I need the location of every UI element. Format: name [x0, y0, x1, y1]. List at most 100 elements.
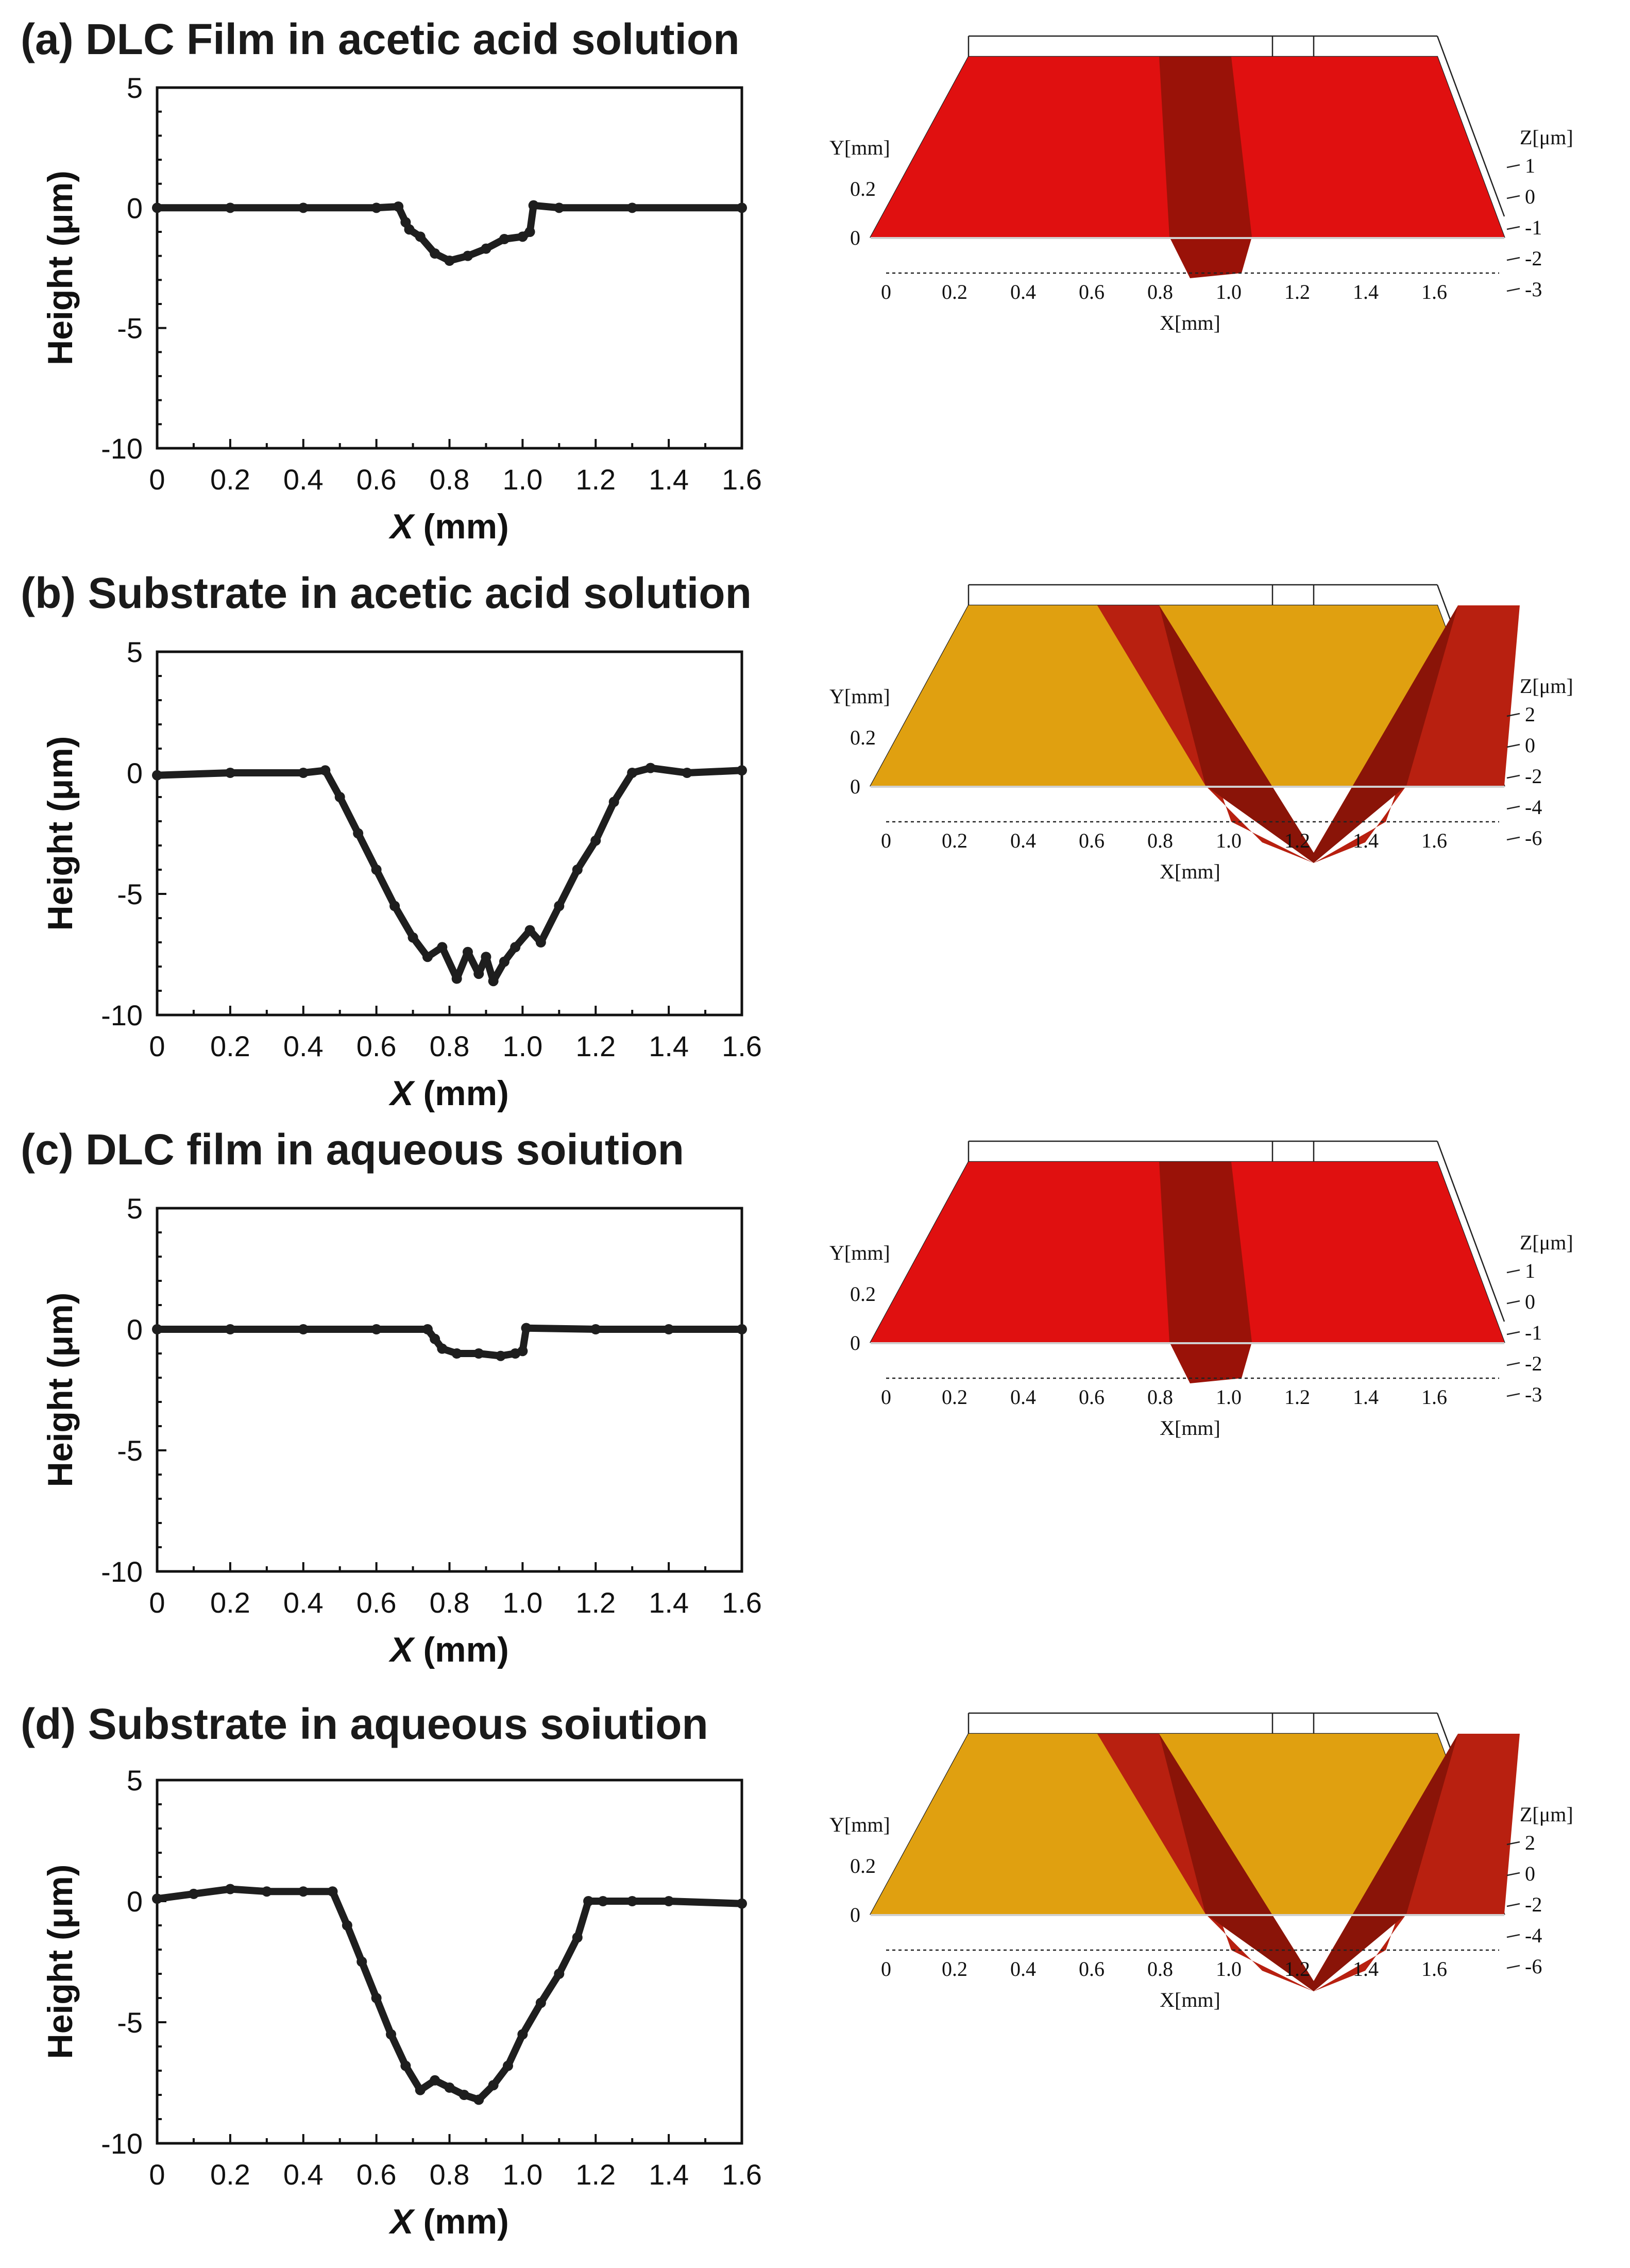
profile-point	[627, 202, 638, 213]
profile-point	[521, 1323, 532, 1333]
profile-point	[627, 1896, 638, 1906]
y-tick-label: -10	[101, 1555, 143, 1588]
z3d-tick-label: -1	[1525, 216, 1542, 239]
profile-point	[645, 763, 656, 773]
profile-point	[298, 1886, 309, 1897]
y3d-tick-label: 0	[850, 775, 860, 798]
profile-point	[371, 1993, 382, 2003]
y-axis-label: Height (μm)	[41, 1293, 80, 1487]
y3d-tick-label: 0.2	[850, 726, 876, 749]
profile-point	[488, 976, 499, 987]
z3d-tick	[1506, 1841, 1520, 1846]
profile-point	[598, 1896, 608, 1906]
profile-point	[356, 1956, 367, 1967]
x-tick-label: 0.8	[430, 1030, 470, 1062]
profile-point	[572, 865, 583, 875]
z3d-axis-label: Z[μm]	[1520, 126, 1573, 149]
plot-frame	[156, 1207, 743, 1573]
x-tick-label: 0.6	[356, 2158, 397, 2191]
surface-trench	[1097, 1734, 1520, 1991]
z3d-tick	[1506, 287, 1520, 292]
x3d-tick-label: 0.8	[1147, 1385, 1173, 1409]
z3d-tick	[1506, 1965, 1520, 1969]
y-tick-label: 5	[127, 72, 143, 104]
x3d-tick-label: 0.4	[1010, 280, 1036, 303]
x3d-axis-label: X[mm]	[1160, 311, 1220, 334]
z3d-tick	[1506, 805, 1520, 810]
profile-point	[298, 1324, 309, 1334]
y-tick-label: -10	[101, 999, 143, 1031]
y-tick-label: 5	[127, 636, 143, 668]
profile-point	[188, 1888, 199, 1899]
x-tick-label: 1.4	[649, 463, 689, 496]
grid-line	[1436, 36, 1505, 217]
profile-point	[444, 2082, 455, 2093]
profile-point	[152, 1893, 162, 1904]
profile-point	[320, 765, 331, 776]
z3d-tick	[1506, 743, 1520, 748]
x-axis-label: X (mm)	[388, 507, 508, 546]
z3d-tick-label: -1	[1525, 1321, 1542, 1344]
x-axis-unit: (mm)	[414, 2202, 509, 2241]
y3d-axis-label: Y[mm]	[829, 136, 890, 159]
x-tick-label: 0.6	[356, 463, 397, 496]
profile-point	[481, 243, 491, 254]
y3d-axis-label: Y[mm]	[829, 685, 890, 708]
surface-3d: 0 0.2 0.4 0.6 0.8 1.0 1.2 1.4 1.6 X[mm] Y[mm] 0.2 0 Z…	[829, 1140, 1573, 1440]
x-tick-label: 0.6	[356, 1030, 397, 1062]
profile-point	[737, 765, 747, 776]
z3d-tick	[1506, 195, 1520, 199]
x3d-tick-label: 0	[881, 829, 891, 852]
surface-edge	[871, 786, 1504, 788]
x-axis-var: X	[388, 2202, 415, 2241]
profile-point	[298, 768, 309, 778]
profile-line	[154, 1885, 745, 2104]
x3d-tick-label: 1.6	[1421, 1957, 1447, 1981]
y3d-tick-label: 0.2	[850, 177, 876, 200]
profile-point	[462, 946, 473, 957]
profile-point	[590, 835, 601, 846]
profile-point	[510, 942, 521, 953]
panel-d: (d) Substrate in aqueous soiution 0 0.2 0.4…	[21, 1700, 1573, 2241]
x3d-tick-label: 1.0	[1216, 829, 1242, 852]
profile-point	[664, 1896, 674, 1906]
z3d-tick-label: 0	[1525, 185, 1535, 208]
profile-point	[225, 1324, 235, 1334]
profile-point	[554, 901, 565, 911]
x3d-tick-label: 0.2	[942, 1957, 967, 1981]
profile-point	[437, 1343, 448, 1354]
profile-point	[528, 200, 539, 211]
z3d-tick	[1506, 1269, 1520, 1274]
z3d-tick	[1506, 1872, 1520, 1876]
y-axis-label: Height (μm)	[41, 171, 80, 365]
z3d-tick	[1506, 164, 1520, 168]
z3d-tick	[1506, 226, 1520, 230]
z3d-tick	[1506, 257, 1520, 261]
profile-line	[154, 1324, 745, 1360]
profile-point	[503, 2060, 513, 2071]
x-axis-label: X (mm)	[388, 1074, 508, 1113]
profile-point	[517, 231, 528, 242]
y3d-tick-label: 0	[850, 1331, 860, 1355]
x3d-tick-label: 0.8	[1147, 1957, 1173, 1981]
surface-trench	[1097, 605, 1520, 863]
surface-edge	[871, 237, 1504, 239]
x3d-tick-label: 1.2	[1284, 280, 1310, 303]
profile-point	[152, 770, 162, 781]
y-tick-label: -10	[101, 2127, 143, 2160]
panel-title: (b) Substrate in acetic acid solution	[21, 569, 752, 617]
z3d-tick-label: 2	[1525, 703, 1535, 726]
x-tick-label: 0	[149, 463, 165, 496]
z3d-tick-label: 2	[1525, 1831, 1535, 1854]
profile-point	[430, 248, 440, 259]
x3d-tick-label: 0	[881, 1957, 891, 1981]
x3d-tick-label: 0.6	[1079, 829, 1105, 852]
profile-point	[473, 2094, 484, 2105]
z3d-tick-label: 0	[1525, 734, 1535, 757]
profile-point	[737, 1898, 747, 1909]
x-tick-label: 0.8	[430, 1586, 470, 1619]
x3d-tick-label: 0.2	[942, 1385, 967, 1409]
x-tick-label: 0.4	[283, 1030, 324, 1062]
x-axis-unit: (mm)	[414, 1074, 509, 1113]
